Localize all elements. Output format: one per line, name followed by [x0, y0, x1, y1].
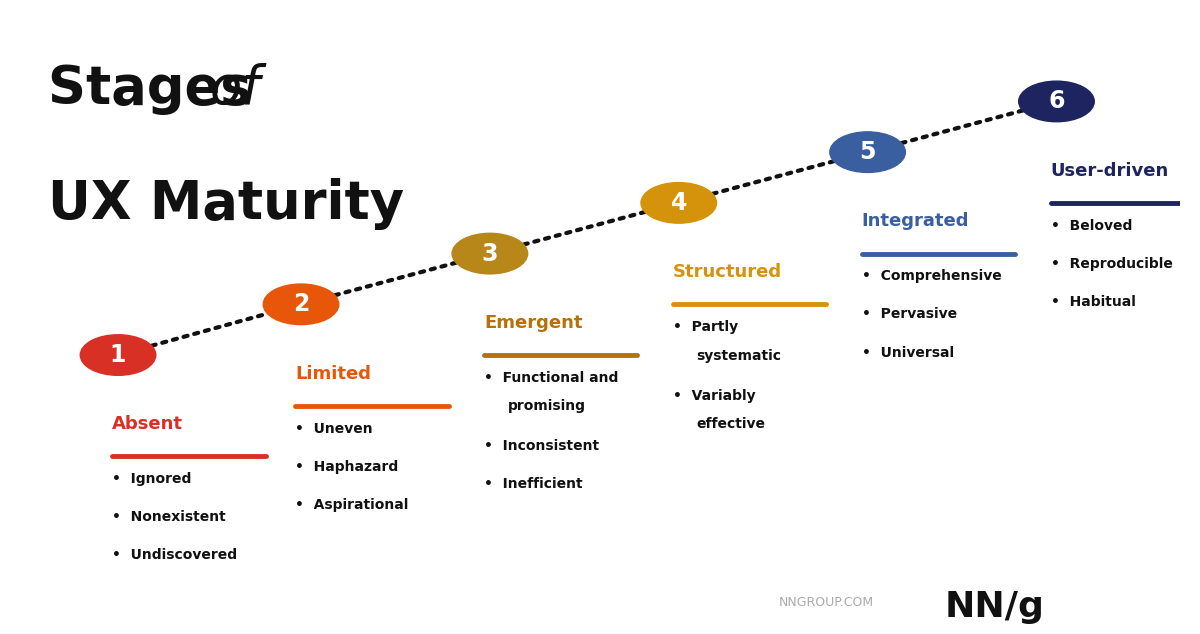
Circle shape	[1019, 81, 1094, 122]
Text: •  Pervasive: • Pervasive	[862, 307, 956, 321]
Text: of: of	[210, 63, 260, 115]
Text: •  Aspirational: • Aspirational	[295, 498, 408, 512]
Text: 5: 5	[859, 140, 876, 164]
Text: •  Habitual: • Habitual	[1050, 295, 1135, 309]
Circle shape	[263, 284, 338, 325]
Text: •  Functional and: • Functional and	[484, 371, 618, 385]
Text: •  Reproducible: • Reproducible	[1050, 257, 1172, 271]
Text: 4: 4	[671, 191, 686, 215]
Text: 1: 1	[110, 343, 126, 367]
Text: User-driven: User-driven	[1050, 162, 1169, 179]
Text: Emergent: Emergent	[484, 314, 582, 332]
Text: NN/g: NN/g	[944, 590, 1044, 624]
Text: NNGROUP.COM: NNGROUP.COM	[779, 595, 875, 609]
Text: •  Uneven: • Uneven	[295, 422, 373, 436]
Text: Limited: Limited	[295, 365, 371, 382]
Text: •  Undiscovered: • Undiscovered	[112, 548, 238, 562]
Text: 3: 3	[481, 242, 498, 266]
Circle shape	[830, 132, 905, 172]
Text: 2: 2	[293, 292, 310, 316]
Circle shape	[80, 335, 156, 375]
Text: Integrated: Integrated	[862, 212, 970, 230]
Text: effective: effective	[696, 417, 766, 431]
Text: •  Beloved: • Beloved	[1050, 219, 1132, 233]
Text: •  Inefficient: • Inefficient	[484, 477, 582, 491]
Text: •  Variably: • Variably	[673, 389, 756, 403]
Text: •  Haphazard: • Haphazard	[295, 460, 398, 474]
Circle shape	[641, 183, 716, 223]
Text: Absent: Absent	[112, 415, 184, 433]
Text: Stages: Stages	[48, 63, 270, 115]
Text: •  Inconsistent: • Inconsistent	[484, 439, 599, 453]
Text: •  Partly: • Partly	[673, 320, 738, 334]
Text: systematic: systematic	[696, 349, 781, 363]
Text: promising: promising	[508, 399, 586, 413]
Text: •  Nonexistent: • Nonexistent	[112, 510, 226, 524]
Text: •  Universal: • Universal	[862, 346, 954, 359]
Text: Structured: Structured	[673, 263, 782, 281]
Text: •  Comprehensive: • Comprehensive	[862, 269, 1002, 283]
Text: •  Ignored: • Ignored	[112, 472, 192, 486]
Circle shape	[452, 233, 528, 274]
Text: 6: 6	[1049, 89, 1064, 113]
Text: UX Maturity: UX Maturity	[48, 178, 404, 230]
